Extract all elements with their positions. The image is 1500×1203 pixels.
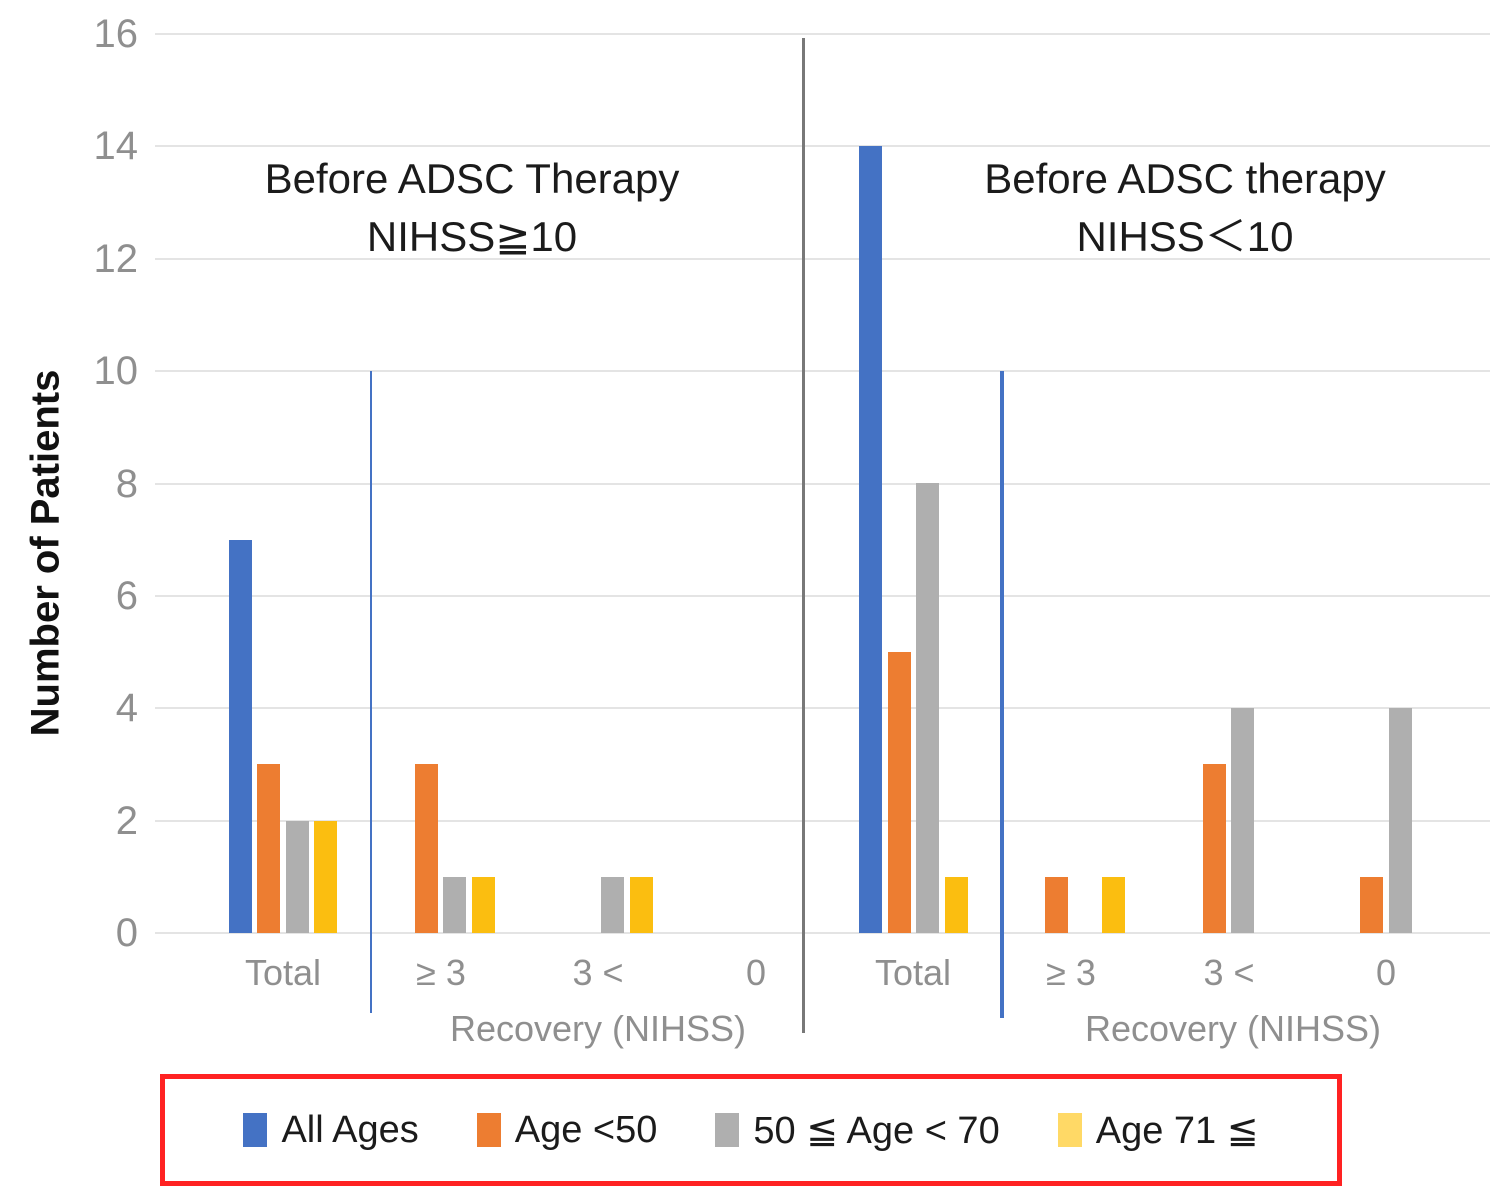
bar-50-age-70-cat2	[601, 877, 624, 933]
y-axis-tick-label: 12	[93, 236, 139, 281]
left-x-axis-title: Recovery (NIHSS)	[449, 1008, 747, 1049]
legend-label: Age <50	[514, 1108, 658, 1151]
bar-all-ages-cat4	[859, 146, 882, 933]
legend-item: Age 71 ≦	[1057, 1108, 1259, 1153]
bar-age-50-cat0	[257, 764, 280, 933]
legend-swatch-icon	[243, 1113, 268, 1147]
x-category-label: 0	[745, 952, 767, 993]
bar-50-age-70-cat7	[1389, 708, 1412, 933]
right-panel-title-line1: Before ADSC therapy	[984, 155, 1386, 202]
bar-50-age-70-cat4	[916, 483, 939, 933]
legend-label: 50 ≦ Age < 70	[753, 1109, 1000, 1152]
y-axis-title: Number of Patients	[23, 369, 68, 737]
panel-divider-line	[802, 38, 805, 1033]
y-axis-tick-label: 10	[93, 349, 139, 394]
bar-age-71--cat0	[314, 821, 337, 933]
bar-age-50-cat6	[1203, 764, 1226, 933]
gridline	[155, 594, 1490, 597]
legend-swatch-icon	[715, 1113, 740, 1147]
x-category-label: 3 <	[1203, 952, 1255, 993]
gridline	[155, 707, 1490, 710]
bar-age-71--cat5	[1102, 877, 1125, 933]
legend-swatch-icon	[476, 1113, 501, 1147]
gridline	[155, 819, 1490, 822]
gridline	[155, 257, 1490, 260]
left-panel-title: Before ADSC Therapy NIHSS≧10	[232, 150, 712, 266]
bar-age-71--cat4	[945, 877, 968, 933]
x-category-label: Total	[244, 952, 322, 993]
legend-item: Age <50	[476, 1108, 658, 1152]
group-divider-line	[1000, 371, 1004, 1018]
bar-50-age-70-cat6	[1231, 708, 1254, 933]
legend: All Ages Age <50 50 ≦ Age < 70 Age 71 ≦	[160, 1074, 1342, 1186]
legend-item: 50 ≦ Age < 70	[715, 1108, 1000, 1153]
gridline	[155, 932, 1490, 934]
bar-50-age-70-cat1	[443, 877, 466, 933]
x-category-label: ≥ 3	[1046, 952, 1096, 993]
right-panel-title: Before ADSC therapy NIHSS＜10	[945, 150, 1425, 266]
left-panel-title-line2: NIHSS≧10	[366, 212, 578, 260]
bar-age-50-cat1	[415, 764, 438, 933]
legend-swatch-icon	[1057, 1113, 1082, 1147]
left-panel-title-line1: Before ADSC Therapy	[264, 155, 680, 202]
plot-area	[155, 33, 1490, 934]
gridline	[155, 482, 1490, 485]
gridline	[155, 33, 1490, 35]
bar-age-50-cat4	[888, 652, 911, 933]
gridline	[155, 145, 1490, 148]
x-category-label: 0	[1375, 952, 1397, 993]
group-divider-line	[370, 371, 372, 1013]
gridline	[155, 370, 1490, 373]
x-category-label: 3 <	[572, 952, 624, 993]
bar-age-71--cat1	[472, 877, 495, 933]
y-axis-tick-label: 4	[115, 686, 138, 731]
bar-age-71--cat2	[630, 877, 653, 933]
legend-label: Age 71 ≦	[1095, 1109, 1259, 1152]
y-axis-tick-label: 6	[115, 573, 138, 618]
y-axis-tick-label: 14	[93, 124, 139, 169]
legend-label: All Ages	[281, 1108, 419, 1151]
y-axis-tick-label: 16	[93, 12, 139, 56]
right-x-axis-title: Recovery (NIHSS)	[1084, 1008, 1382, 1049]
y-axis-tick-label: 2	[115, 798, 138, 843]
right-panel-title-line2: NIHSS＜10	[1076, 212, 1294, 260]
bar-50-age-70-cat0	[286, 821, 309, 933]
bar-all-ages-cat0	[229, 540, 252, 933]
x-category-label: Total	[874, 952, 952, 993]
x-category-label: ≥ 3	[416, 952, 466, 993]
legend-item: All Ages	[243, 1108, 419, 1152]
bar-age-50-cat7	[1360, 877, 1383, 933]
y-axis-tick-label: 8	[115, 461, 138, 506]
bar-age-50-cat5	[1045, 877, 1068, 933]
y-axis-tick-label: 0	[115, 911, 138, 955]
